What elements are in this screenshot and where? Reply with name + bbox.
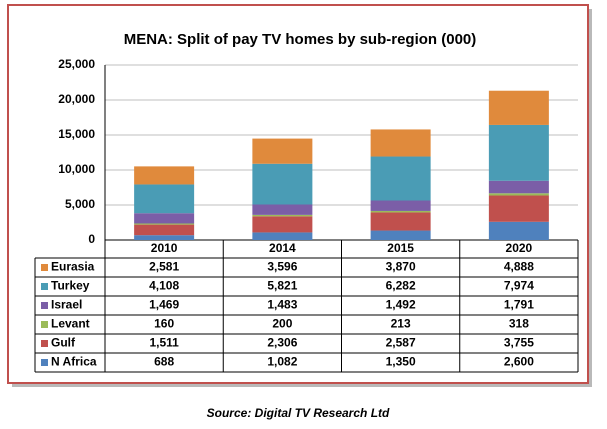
- y-tick-label: 25,000: [58, 57, 95, 71]
- bar-segment: [252, 214, 313, 217]
- x-tick-label: 2020: [506, 241, 533, 255]
- table-cell: 1,791: [504, 298, 534, 312]
- bar-segment: [134, 235, 195, 240]
- table-cell: 1,082: [267, 355, 297, 369]
- table-cell: 4,108: [149, 279, 179, 293]
- x-tick-label: 2015: [387, 241, 414, 255]
- table-cell: 5,821: [267, 279, 297, 293]
- table-cell: 6,282: [386, 279, 416, 293]
- bar-segment: [252, 204, 313, 215]
- y-tick-label: 15,000: [58, 127, 95, 141]
- table-cell: 688: [154, 355, 174, 369]
- legend-label: N Africa: [51, 355, 97, 369]
- bar-segment: [134, 166, 195, 185]
- x-tick-label: 2014: [269, 241, 296, 255]
- legend-swatch: [41, 264, 48, 271]
- bar-segment: [488, 193, 549, 196]
- bar-segment: [488, 221, 549, 240]
- table-cell: 2,600: [504, 355, 534, 369]
- legend-label: Eurasia: [51, 260, 95, 274]
- legend-label: Levant: [51, 317, 90, 331]
- table-cell: 3,755: [504, 336, 534, 350]
- y-tick-label: 20,000: [58, 92, 95, 106]
- table-cell: 3,596: [267, 260, 297, 274]
- legend-swatch: [41, 302, 48, 309]
- bar-segment: [252, 232, 313, 240]
- legend-swatch: [41, 283, 48, 290]
- legend-swatch: [41, 340, 48, 347]
- bar-segment: [252, 138, 313, 164]
- table-cell: 1,350: [386, 355, 416, 369]
- bar-segment: [488, 90, 549, 125]
- bar-segment: [134, 223, 195, 225]
- table-cell: 318: [509, 317, 529, 331]
- y-tick-label: 5,000: [65, 197, 95, 211]
- table-cell: 200: [272, 317, 292, 331]
- legend-label: Israel: [51, 298, 82, 312]
- table-cell: 3,870: [386, 260, 416, 274]
- bar-segment: [370, 210, 431, 213]
- table-cell: 2,581: [149, 260, 179, 274]
- bar-segment: [370, 156, 431, 201]
- source: Source: Digital TV Research Ltd: [207, 406, 390, 420]
- bar-segment: [252, 163, 313, 205]
- legend-label: Turkey: [51, 279, 90, 293]
- bar-segment: [488, 180, 549, 194]
- table-cell: 2,587: [386, 336, 416, 350]
- table-cell: 1,492: [386, 298, 416, 312]
- x-tick-label: 2010: [151, 241, 178, 255]
- bar-segment: [488, 124, 549, 181]
- bar-segment: [370, 129, 431, 157]
- legend-label: Gulf: [51, 336, 76, 350]
- bar-segment: [252, 216, 313, 233]
- table-cell: 2,306: [267, 336, 297, 350]
- legend-swatch: [41, 321, 48, 328]
- chart-title: MENA: Split of pay TV homes by sub-regio…: [124, 31, 477, 48]
- bar-segment: [370, 200, 431, 211]
- table-cell: 213: [391, 317, 411, 331]
- bar-segment: [134, 224, 195, 236]
- bar-segment: [370, 212, 431, 231]
- table-cell: 1,469: [149, 298, 179, 312]
- table-cell: 1,483: [267, 298, 297, 312]
- table-cell: 4,888: [504, 260, 534, 274]
- bar-segment: [134, 184, 195, 214]
- bar-segment: [370, 230, 431, 240]
- bar-segment: [134, 213, 195, 224]
- legend-swatch: [41, 359, 48, 366]
- table-cell: 7,974: [504, 279, 534, 293]
- table-cell: 1,511: [149, 336, 179, 350]
- table-cell: 160: [154, 317, 174, 331]
- bar-segment: [488, 195, 549, 222]
- y-tick-label: 0: [88, 232, 95, 246]
- y-tick-label: 10,000: [58, 162, 95, 176]
